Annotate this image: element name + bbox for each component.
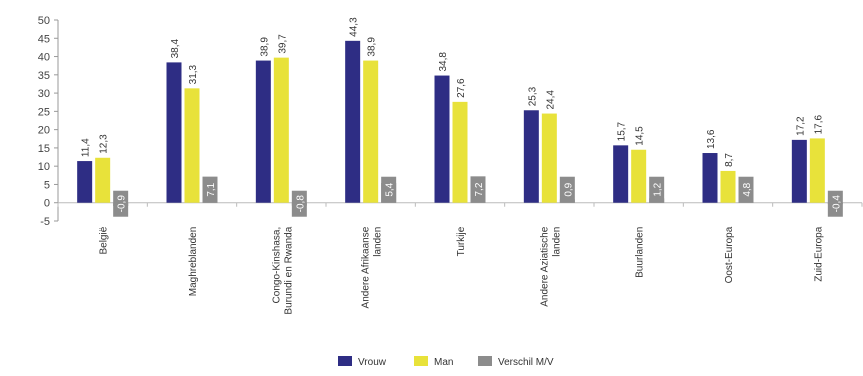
bar-value-label: 24,4: [545, 90, 556, 110]
difference-value-label: 5,4: [385, 182, 396, 196]
y-tick-label: 45: [38, 33, 50, 45]
bar-man: [452, 101, 468, 203]
y-tick-label: 40: [38, 52, 50, 64]
y-tick-label: 50: [38, 15, 50, 27]
difference-label-box: [738, 176, 754, 203]
bar-value-label: 15,7: [617, 121, 628, 141]
difference-value-label: 7,1: [206, 182, 217, 196]
bar-value-label: 11,4: [81, 138, 92, 157]
category-label: Andere Afrikaanse: [361, 226, 372, 308]
bar-value-label: 12,3: [99, 134, 110, 154]
difference-label-box: [559, 176, 575, 203]
bar-value-label: 31,3: [188, 64, 199, 84]
bar-vrouw: [523, 110, 539, 203]
bar-man: [273, 57, 289, 203]
category-label: landen: [551, 227, 562, 257]
category-label: Andere Aziatische: [539, 226, 550, 306]
bar-value-label: 8,7: [724, 153, 735, 167]
chart-bars: [77, 40, 843, 207]
difference-value-label: 7,2: [474, 182, 485, 196]
difference-value-label: 0,9: [563, 182, 574, 196]
category-label: Turkije: [456, 226, 467, 256]
y-tick-label: -5: [40, 216, 50, 228]
bar-vrouw: [166, 62, 182, 203]
bar-value-label: 38,9: [367, 37, 378, 57]
legend-label: Man: [434, 357, 453, 368]
bar-man: [363, 60, 379, 203]
bar-value-label: 17,2: [795, 116, 806, 136]
category-label: Maghreblanden: [188, 227, 199, 297]
bar-vrouw: [345, 40, 361, 203]
bar-value-label: 38,4: [170, 38, 181, 58]
difference-value-label: 1,2: [653, 182, 664, 196]
bar-man: [95, 157, 111, 203]
bar-vrouw: [702, 153, 718, 203]
difference-label-box: [381, 176, 397, 203]
legend-label: Vrouw: [358, 357, 387, 368]
y-tick-label: 25: [38, 106, 50, 118]
category-label: Buurlanden: [635, 227, 646, 278]
bar-man: [184, 88, 200, 203]
bar-man: [720, 170, 736, 203]
category-label: Burundi en Rwanda: [283, 226, 294, 314]
difference-label-box: [113, 190, 129, 217]
difference-label-box: [291, 190, 307, 217]
bar-man: [541, 113, 557, 203]
y-tick-label: 15: [38, 143, 50, 155]
bar-vrouw: [434, 75, 450, 203]
legend-swatch: [338, 356, 352, 366]
bar-man: [809, 138, 825, 203]
legend-swatch: [478, 356, 492, 366]
bar-vrouw: [791, 139, 807, 203]
y-tick-label: 30: [38, 88, 50, 100]
bar-vrouw: [255, 60, 271, 203]
category-label: Zuid-Europa: [813, 226, 824, 281]
difference-label-box: [470, 176, 486, 203]
y-tick-label: 0: [44, 198, 50, 210]
difference-label-box: [649, 176, 665, 203]
chart-labels: 11,4 12,3 -0,9 België 38,4 31,3 7,1 Maghrebland…: [81, 17, 843, 315]
chart-axes: -5 0 5 10 15 20 25 30 35 40 45 50: [38, 15, 863, 228]
category-label: België: [99, 226, 110, 254]
bar-value-label: 44,3: [349, 17, 360, 37]
category-label: Congo-Kinshasa,: [271, 227, 282, 304]
bar-value-label: 25,3: [527, 86, 538, 106]
difference-value-label: -0,4: [831, 195, 842, 213]
y-tick-label: 20: [38, 125, 50, 137]
category-label: Oost-Europa: [724, 226, 735, 283]
bar-value-label: 17,6: [813, 115, 824, 135]
difference-label-box: [827, 190, 843, 217]
bar-value-label: 14,5: [635, 126, 646, 146]
difference-value-label: -0,9: [117, 195, 128, 213]
bar-vrouw: [77, 161, 93, 203]
bar-vrouw: [613, 145, 629, 203]
legend-label: Verschil M/V: [498, 357, 554, 368]
bar-value-label: 34,8: [438, 52, 449, 72]
bar-man: [631, 149, 647, 203]
bar-value-label: 38,9: [259, 37, 270, 57]
y-tick-label: 10: [38, 161, 50, 173]
legend-swatch: [414, 356, 428, 366]
bar-value-label: 13,6: [706, 129, 717, 149]
y-tick-label: 5: [44, 179, 50, 191]
category-label: landen: [373, 227, 384, 257]
chart-legend: Vrouw Man Verschil M/V: [338, 356, 554, 368]
y-tick-label: 35: [38, 70, 50, 82]
difference-value-label: 4,8: [742, 182, 753, 196]
bar-value-label: 39,7: [277, 34, 288, 54]
difference-value-label: -0,8: [295, 195, 306, 213]
bar-value-label: 27,6: [456, 78, 467, 98]
difference-label-box: [202, 176, 218, 203]
